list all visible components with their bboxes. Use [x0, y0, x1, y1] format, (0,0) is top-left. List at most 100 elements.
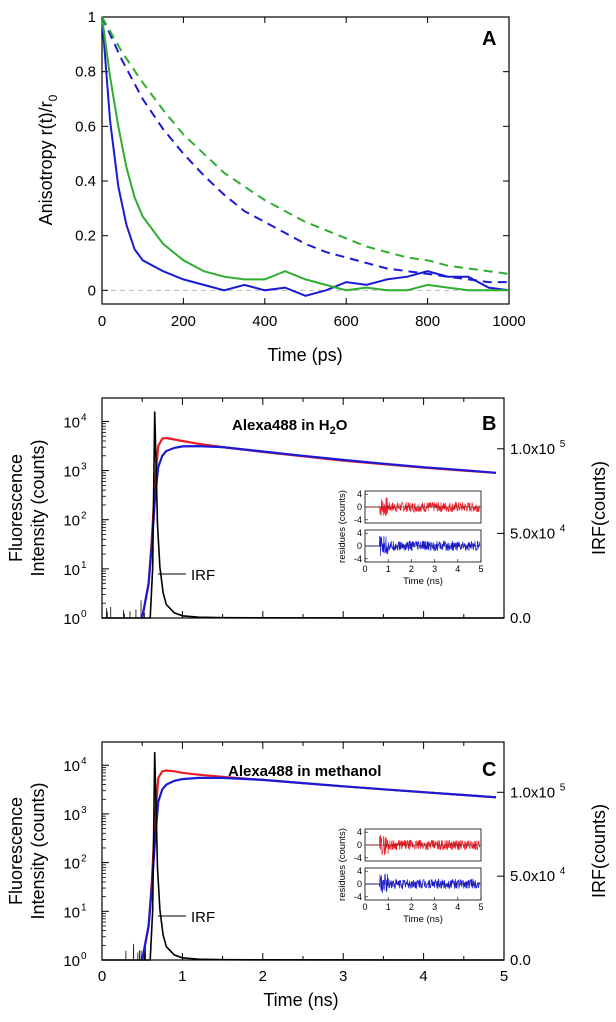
panel-a-series-blue-dashed: [101, 16, 509, 284]
inset-ytick-label: 0: [357, 879, 362, 889]
inset-xtick-label: 5: [478, 902, 483, 912]
panel-b-ytick-right-label: 1.0x10: [510, 441, 555, 458]
panel-b-ylabel-line1: Fluorescence: [6, 454, 26, 562]
panel-b-ytick-right-label: 0.0: [510, 610, 531, 627]
inset-xtick-label: 1: [386, 902, 391, 912]
inset-ylabel: residues (counts): [337, 490, 348, 563]
panel-b-ytick-exponent: 0: [81, 609, 87, 620]
panel-a-ylabel: Anisotropy r(t)/r0: [36, 94, 60, 225]
inset-xtick-label: 3: [432, 564, 437, 574]
panel-c-ytick-exponent: 3: [81, 805, 87, 816]
panel-c-ytick-exponent: 2: [81, 854, 87, 865]
panel-b-irf-label: IRF: [191, 567, 215, 584]
inset-xtick-label: 2: [409, 902, 414, 912]
panel-c-ytick-label: 10: [63, 807, 80, 824]
inset-ytick-label: -4: [354, 515, 362, 525]
panel-a-ytick-label: 1: [88, 9, 96, 26]
panel-a-xlabel: Time (ps): [267, 345, 342, 365]
panel-a-xtick-label: 400: [252, 313, 277, 330]
panel-a-ytick-label: 0.6: [75, 118, 96, 135]
panel-c-ytick-right-exponent: 5: [560, 782, 566, 793]
panel-a-ytick-label: 0: [88, 282, 96, 299]
panel-c-xtick-label: 3: [339, 968, 347, 985]
panel-a-ytick-label: 0.4: [75, 173, 96, 190]
inset-ytick-label: -4: [354, 853, 362, 863]
panel-b-ytick-label: 10: [63, 611, 80, 628]
inset-xtick-label: 1: [386, 564, 391, 574]
panel-c-ytick-right-label: 1.0x10: [510, 784, 555, 801]
panel-c-series-blue: [141, 776, 497, 961]
panel-b-ytick-label: 10: [63, 562, 80, 579]
panel-b-ytick-right-exponent: 5: [560, 439, 566, 450]
panel-b-ytick-label: 10: [63, 464, 80, 481]
panel-c-ytick-right-label: 5.0x10: [510, 868, 555, 885]
panel-c-xtick-label: 1: [178, 968, 186, 985]
inset-ytick-label: -4: [354, 554, 362, 564]
panel-b-series-blue: [141, 444, 497, 619]
inset-xtick-label: 0: [362, 902, 367, 912]
panel-c-ytick-exponent: 0: [81, 951, 87, 962]
inset-xtick-label: 2: [409, 564, 414, 574]
panel-c-ylabel-line2: Intensity (counts): [28, 782, 48, 919]
panel-a-xtick-label: 200: [171, 313, 196, 330]
panel-a-series-green-dashed: [101, 16, 510, 275]
panel-a-series-green-solid: [101, 16, 509, 292]
inset-xtick-label: 5: [478, 564, 483, 574]
panel-c-ytick-label: 10: [63, 758, 80, 775]
inset-residual-blue: [379, 873, 481, 893]
panel-c-ylabel-line1: Fluorescence: [6, 797, 26, 905]
panel-b-ylabel-right: IRF(counts): [589, 461, 609, 555]
inset-ylabel: residues (counts): [337, 828, 348, 901]
inset-xtick-label: 0: [362, 564, 367, 574]
panel-c-xlabel: Time (ns): [263, 990, 338, 1010]
inset-ytick-label: 4: [357, 528, 362, 538]
panel-a-series-blue-solid: [101, 16, 510, 297]
inset-ytick-label: 0: [357, 541, 362, 551]
inset-ytick-label: -4: [354, 892, 362, 902]
panel-a-xtick-label: 800: [415, 313, 440, 330]
panel-b-ytick-right-exponent: 4: [560, 523, 566, 534]
panel-c-series-red: [141, 769, 497, 961]
panel-b-ytick-right-label: 5.0x10: [510, 525, 555, 542]
panel-c-ytick-label: 10: [63, 856, 80, 873]
panel-a-frame: [101, 16, 510, 305]
panel-c-xtick-label: 4: [419, 968, 427, 985]
panel-c-letter: C: [482, 759, 496, 781]
panel-b-ytick-label: 10: [63, 513, 80, 530]
inset-ytick-label: 4: [357, 827, 362, 837]
panel-c-xtick-label: 5: [500, 968, 508, 985]
panel-a-ytick-label: 0.2: [75, 228, 96, 245]
panel-c-ytick-exponent: 4: [81, 756, 87, 767]
panel-c-ytick-exponent: 1: [81, 902, 87, 913]
panel-a: 0 0.2 0.4 0.6 0.8 1 0 200 400 600 800 1000 A Time (…: [36, 9, 526, 365]
panel-a-letter: A: [482, 28, 496, 50]
panel-b-ytick-exponent: 2: [81, 511, 87, 522]
panel-c-ytick-label: 10: [63, 953, 80, 970]
inset-ytick-label: 0: [357, 840, 362, 850]
panel-b-ytick-exponent: 3: [81, 462, 87, 473]
inset-xtick-label: 4: [455, 902, 460, 912]
panel-b-ytick-label: 10: [63, 414, 80, 431]
panel-c-ytick-label: 10: [63, 904, 80, 921]
inset-ytick-label: 0: [357, 502, 362, 512]
panel-a-xtick-label: 1000: [492, 313, 525, 330]
panel-c-series-black: [102, 752, 505, 961]
panel-b-series-black: [102, 411, 505, 619]
inset-xtick-label: 4: [455, 564, 460, 574]
panel-b-ytick-exponent: 4: [81, 412, 87, 423]
inset-xtick-label: 3: [432, 902, 437, 912]
panel-b-letter: B: [482, 413, 496, 435]
inset-ytick-label: 4: [357, 489, 362, 499]
panel-b-series-red: [141, 436, 497, 619]
panel-a-xtick-label: 0: [98, 313, 106, 330]
panel-c-xtick-label: 0: [98, 968, 106, 985]
panel-c-xtick-label: 2: [259, 968, 267, 985]
inset-xlabel: Time (ns): [403, 576, 443, 587]
panel-c-title: Alexa488 in methanol: [228, 763, 381, 780]
panel-c-ytick-right-label: 0.0: [510, 952, 531, 969]
